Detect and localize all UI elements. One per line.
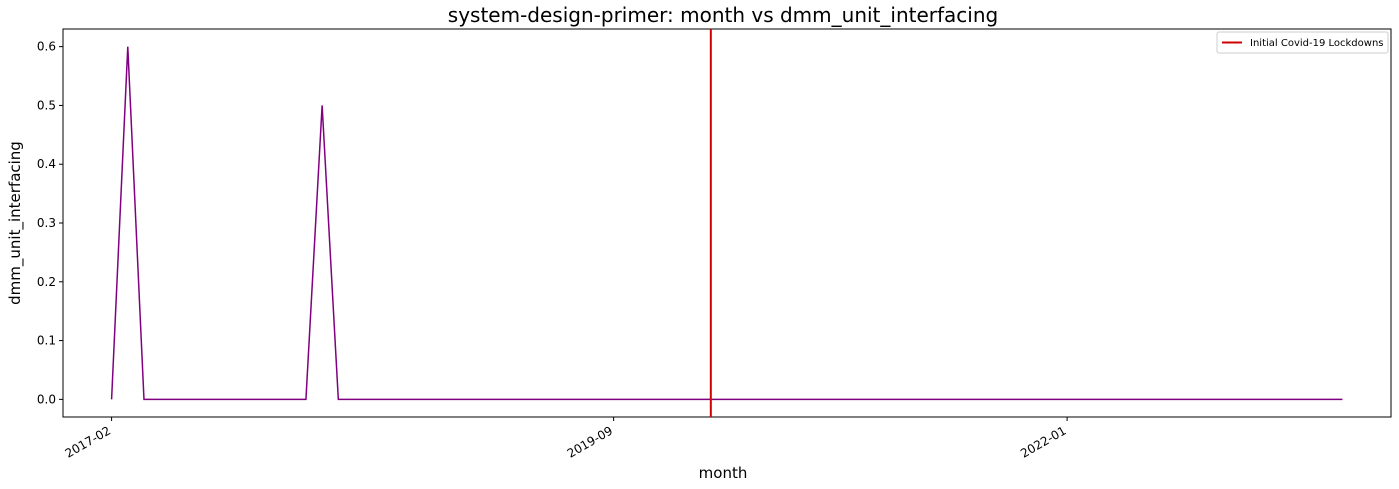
plot-area: [62, 28, 1392, 418]
x-tick-label: 2017-02: [63, 423, 113, 460]
data-point: [775, 399, 777, 401]
data-point: [1034, 399, 1036, 401]
data-point: [111, 399, 113, 401]
data-point: [629, 399, 631, 401]
y-axis: 0.0 0.1 0.2 0.3 0.4 0.5 0.6: [37, 40, 63, 406]
y-tick-label: 0.2: [37, 275, 56, 289]
data-point: [807, 399, 809, 401]
data-point: [694, 399, 696, 401]
data-point: [483, 399, 485, 401]
data-point: [257, 399, 259, 401]
data-point: [888, 399, 890, 401]
data-point: [969, 399, 971, 401]
data-point: [1131, 399, 1133, 401]
data-point: [597, 399, 599, 401]
data-point: [1309, 399, 1311, 401]
data-point: [856, 399, 858, 401]
data-point: [386, 399, 388, 401]
data-point: [1163, 399, 1165, 401]
data-point: [661, 399, 663, 401]
data-point: [208, 399, 210, 401]
data-point: [823, 399, 825, 401]
data-point: [678, 399, 680, 401]
data-point: [338, 399, 340, 401]
data-point: [435, 399, 437, 401]
series-layer: [110, 46, 1344, 401]
y-tick-label: 0.3: [37, 216, 56, 230]
data-point: [321, 105, 323, 107]
data-point: [1002, 399, 1004, 401]
y-tick-label: 0.6: [37, 40, 56, 54]
data-point: [402, 399, 404, 401]
data-point: [176, 399, 178, 401]
data-point: [872, 399, 874, 401]
data-point: [451, 399, 453, 401]
data-point: [354, 399, 356, 401]
y-tick-label: 0.5: [37, 98, 56, 112]
data-point: [159, 399, 161, 401]
data-point: [1228, 399, 1230, 401]
data-point: [240, 399, 242, 401]
data-point: [726, 399, 728, 401]
y-axis-title: dmm_unit_interfacing: [6, 141, 25, 305]
data-point: [1196, 399, 1198, 401]
data-point: [791, 399, 793, 401]
data-point: [985, 399, 987, 401]
data-point: [1180, 399, 1182, 401]
data-point: [921, 399, 923, 401]
data-point: [1244, 399, 1246, 401]
data-point: [840, 399, 842, 401]
data-point: [370, 399, 372, 401]
data-point: [1277, 399, 1279, 401]
x-axis: 2017-02 2019-09 2022-01: [63, 417, 1069, 461]
data-point: [564, 399, 566, 401]
data-point: [937, 399, 939, 401]
data-point: [273, 399, 275, 401]
data-point: [1066, 399, 1068, 401]
data-point: [418, 399, 420, 401]
data-point: [613, 399, 615, 401]
data-point: [127, 46, 129, 48]
data-point: [1082, 399, 1084, 401]
chart-title: system-design-primer: month vs dmm_unit_…: [448, 3, 998, 27]
data-point: [1212, 399, 1214, 401]
data-point: [580, 399, 582, 401]
data-point: [645, 399, 647, 401]
data-point: [305, 399, 307, 401]
series-line: [110, 46, 1343, 401]
data-point: [1050, 399, 1052, 401]
data-point: [742, 399, 744, 401]
data-point: [1342, 399, 1344, 401]
legend-label-covid: Initial Covid-19 Lockdowns: [1250, 38, 1384, 49]
data-point: [1261, 399, 1263, 401]
data-point: [532, 399, 534, 401]
data-point: [548, 399, 550, 401]
data-point: [1099, 399, 1101, 401]
data-point: [1325, 399, 1327, 401]
data-point: [289, 399, 291, 401]
data-point: [953, 399, 955, 401]
legend-box: [1216, 31, 1389, 54]
data-point: [1018, 399, 1020, 401]
data-point: [1293, 399, 1295, 401]
y-tick-label: 0.0: [37, 392, 56, 406]
data-point: [143, 399, 145, 401]
data-point: [224, 399, 226, 401]
legend: Initial Covid-19 Lockdowns: [1216, 31, 1389, 54]
data-point: [499, 399, 501, 401]
data-point: [1147, 399, 1149, 401]
data-point: [904, 399, 906, 401]
data-point: [467, 399, 469, 401]
y-tick-label: 0.4: [37, 157, 56, 171]
y-tick-label: 0.1: [37, 334, 56, 348]
x-axis-title: month: [699, 464, 748, 482]
x-tick-label: 2022-01: [1018, 423, 1068, 460]
data-point: [1115, 399, 1117, 401]
data-point: [516, 399, 518, 401]
x-tick-label: 2019-09: [565, 423, 615, 460]
data-point: [759, 399, 761, 401]
data-point: [192, 399, 194, 401]
